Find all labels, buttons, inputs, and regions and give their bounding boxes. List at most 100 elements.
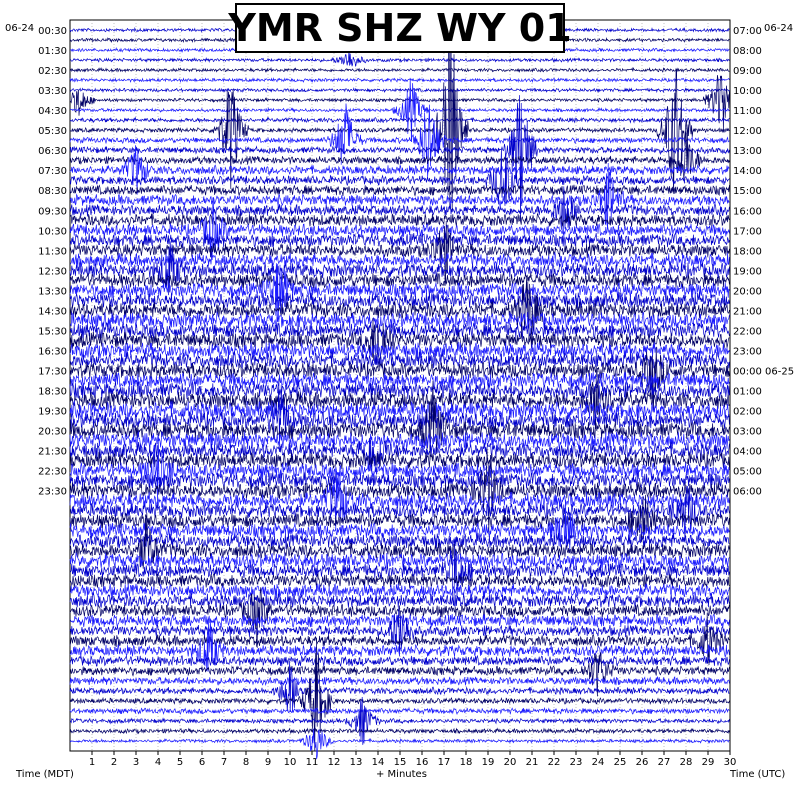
- trace-row: [69, 75, 730, 131]
- right-time-label: 14:00: [733, 166, 762, 177]
- left-time-label: 11:30: [38, 246, 67, 257]
- x-tick-label: 20: [504, 757, 517, 768]
- trace-row: [69, 617, 730, 672]
- left-time-label: 18:30: [38, 387, 67, 398]
- trace-row: [69, 706, 730, 715]
- left-axis-label: Time (MDT): [15, 769, 74, 780]
- x-tick-label: 13: [350, 757, 363, 768]
- trace-row: [69, 451, 730, 470]
- right-time-label: 06:00: [733, 487, 762, 498]
- trace-row: [69, 66, 730, 74]
- trace-row: [69, 486, 730, 543]
- left-time-label: 19:30: [38, 407, 67, 418]
- trace-row: [69, 696, 730, 745]
- x-tick-label: 8: [243, 757, 249, 768]
- trace-row: [69, 350, 730, 370]
- right-time-label: 18:00: [733, 246, 762, 257]
- left-time-label: 17:30: [38, 366, 67, 377]
- trace-row: [69, 448, 730, 534]
- x-tick-label: 24: [592, 757, 605, 768]
- chart-title-box: YMR SHZ WY 01: [228, 3, 572, 53]
- trace-row: [69, 346, 730, 413]
- left-time-label: 04:30: [38, 106, 67, 117]
- trace-row: [69, 371, 730, 390]
- left-time-label: 12:30: [38, 266, 67, 277]
- right-time-label: 00:00 06-25: [733, 366, 794, 377]
- left-time-label: 22:30: [38, 467, 67, 478]
- trace-row: [69, 162, 730, 229]
- trace-row: [69, 436, 730, 507]
- trace-row: [69, 380, 730, 460]
- trace-row: [69, 378, 730, 447]
- trace-row: [69, 660, 730, 713]
- trace-row: [69, 322, 730, 340]
- x-tick-label: 16: [416, 757, 429, 768]
- right-time-label: 02:00: [733, 407, 762, 418]
- trace-row: [69, 430, 730, 451]
- x-tick-label: 21: [526, 757, 539, 768]
- x-tick-label: 7: [221, 757, 227, 768]
- x-tick-label: 12: [328, 757, 341, 768]
- left-date: 06-24: [5, 23, 34, 34]
- right-time-label: 15:00: [733, 186, 762, 197]
- trace-row: [69, 220, 730, 286]
- trace-row: [69, 676, 730, 686]
- trace-row: [69, 263, 730, 320]
- trace-row: [69, 582, 730, 599]
- x-tick-label: 17: [438, 757, 451, 768]
- trace-row: [69, 251, 730, 268]
- x-tick-label: 18: [460, 757, 473, 768]
- trace-row: [69, 232, 730, 248]
- x-tick-label: 19: [482, 757, 495, 768]
- trace-row: [69, 148, 730, 206]
- x-tick-label: 22: [548, 757, 561, 768]
- x-axis-label: + Minutes: [376, 769, 427, 780]
- trace-row: [69, 184, 730, 197]
- trace-row: [69, 77, 730, 143]
- trace-row: [69, 613, 730, 628]
- trace-row: [69, 727, 730, 735]
- trace-row: [69, 95, 730, 222]
- seismic-traces: [69, 22, 730, 760]
- left-time-label: 23:30: [38, 487, 67, 498]
- right-time-label: 03:00: [733, 427, 762, 438]
- x-tick-label: 30: [724, 757, 737, 768]
- x-tick-label: 15: [394, 757, 407, 768]
- left-time-label: 08:30: [38, 186, 67, 197]
- right-time-label: 12:00: [733, 126, 762, 137]
- x-tick-label: 5: [177, 757, 183, 768]
- trace-row: [69, 612, 730, 666]
- x-tick-label: 11: [306, 757, 319, 768]
- trace-row: [69, 545, 730, 607]
- trace-row: [69, 512, 730, 569]
- x-tick-label: 28: [680, 757, 693, 768]
- trace-row: [69, 607, 730, 657]
- left-time-label: 06:30: [38, 146, 67, 157]
- right-time-label: 08:00: [733, 46, 762, 57]
- left-time-label: 21:30: [38, 447, 67, 458]
- trace-row: [69, 470, 730, 530]
- right-time-label: 04:00: [733, 447, 762, 458]
- right-time-label: 23:00: [733, 346, 762, 357]
- left-time-label: 09:30: [38, 206, 67, 217]
- trace-row: [69, 87, 730, 94]
- right-time-label: 10:00: [733, 86, 762, 97]
- x-tick-label: 2: [111, 757, 117, 768]
- trace-row: [69, 637, 730, 752]
- x-tick-label: 1: [89, 757, 95, 768]
- trace-row: [69, 145, 730, 195]
- right-time-label: 01:00: [733, 387, 762, 398]
- trace-row: [69, 212, 730, 228]
- x-tick-label: 6: [199, 757, 205, 768]
- right-time-labels: 07:00 08:00 09:00 10:00 11:00 12:00 13:00 14:00…: [733, 26, 794, 498]
- trace-row: [69, 374, 730, 430]
- right-time-label: 20:00: [733, 286, 762, 297]
- right-axis-label: Time (UTC): [729, 769, 785, 780]
- x-tick-label: 10: [284, 757, 297, 768]
- trace-row: [69, 494, 730, 542]
- trace-row: [69, 310, 730, 330]
- x-tick-label: 23: [570, 757, 583, 768]
- x-tick-label: 25: [614, 757, 627, 768]
- left-time-label: 13:30: [38, 286, 67, 297]
- trace-row: [69, 197, 730, 261]
